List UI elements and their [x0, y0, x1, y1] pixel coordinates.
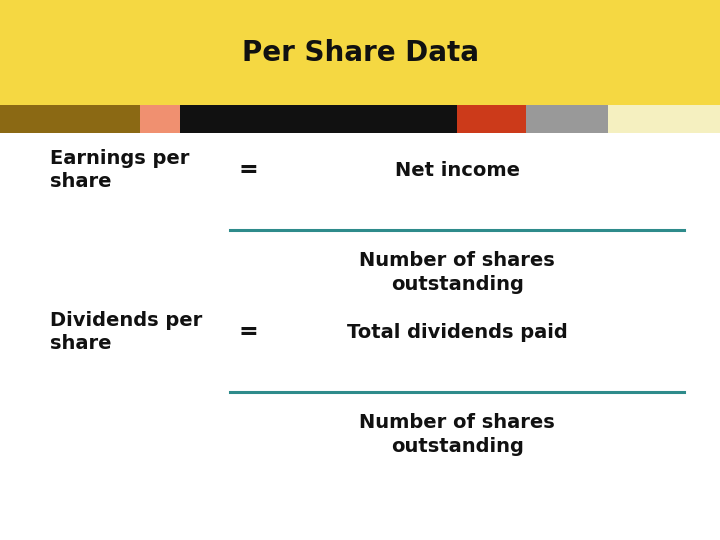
Text: =: =	[238, 158, 258, 182]
Bar	[140, 105, 180, 133]
Text: =: =	[238, 320, 258, 344]
Bar	[180, 105, 457, 133]
Bar	[0, 0, 720, 105]
Text: Net income: Net income	[395, 160, 520, 180]
Bar	[457, 105, 526, 133]
Text: Dividends per
share: Dividends per share	[50, 311, 202, 353]
Bar	[526, 105, 608, 133]
Text: Number of shares
outstanding: Number of shares outstanding	[359, 252, 555, 294]
Text: Total dividends paid: Total dividends paid	[347, 322, 567, 342]
Text: Number of shares
outstanding: Number of shares outstanding	[359, 414, 555, 456]
Text: Per Share Data: Per Share Data	[241, 39, 479, 66]
Bar	[608, 105, 720, 133]
Bar	[0, 105, 140, 133]
Text: Earnings per
share: Earnings per share	[50, 149, 190, 191]
